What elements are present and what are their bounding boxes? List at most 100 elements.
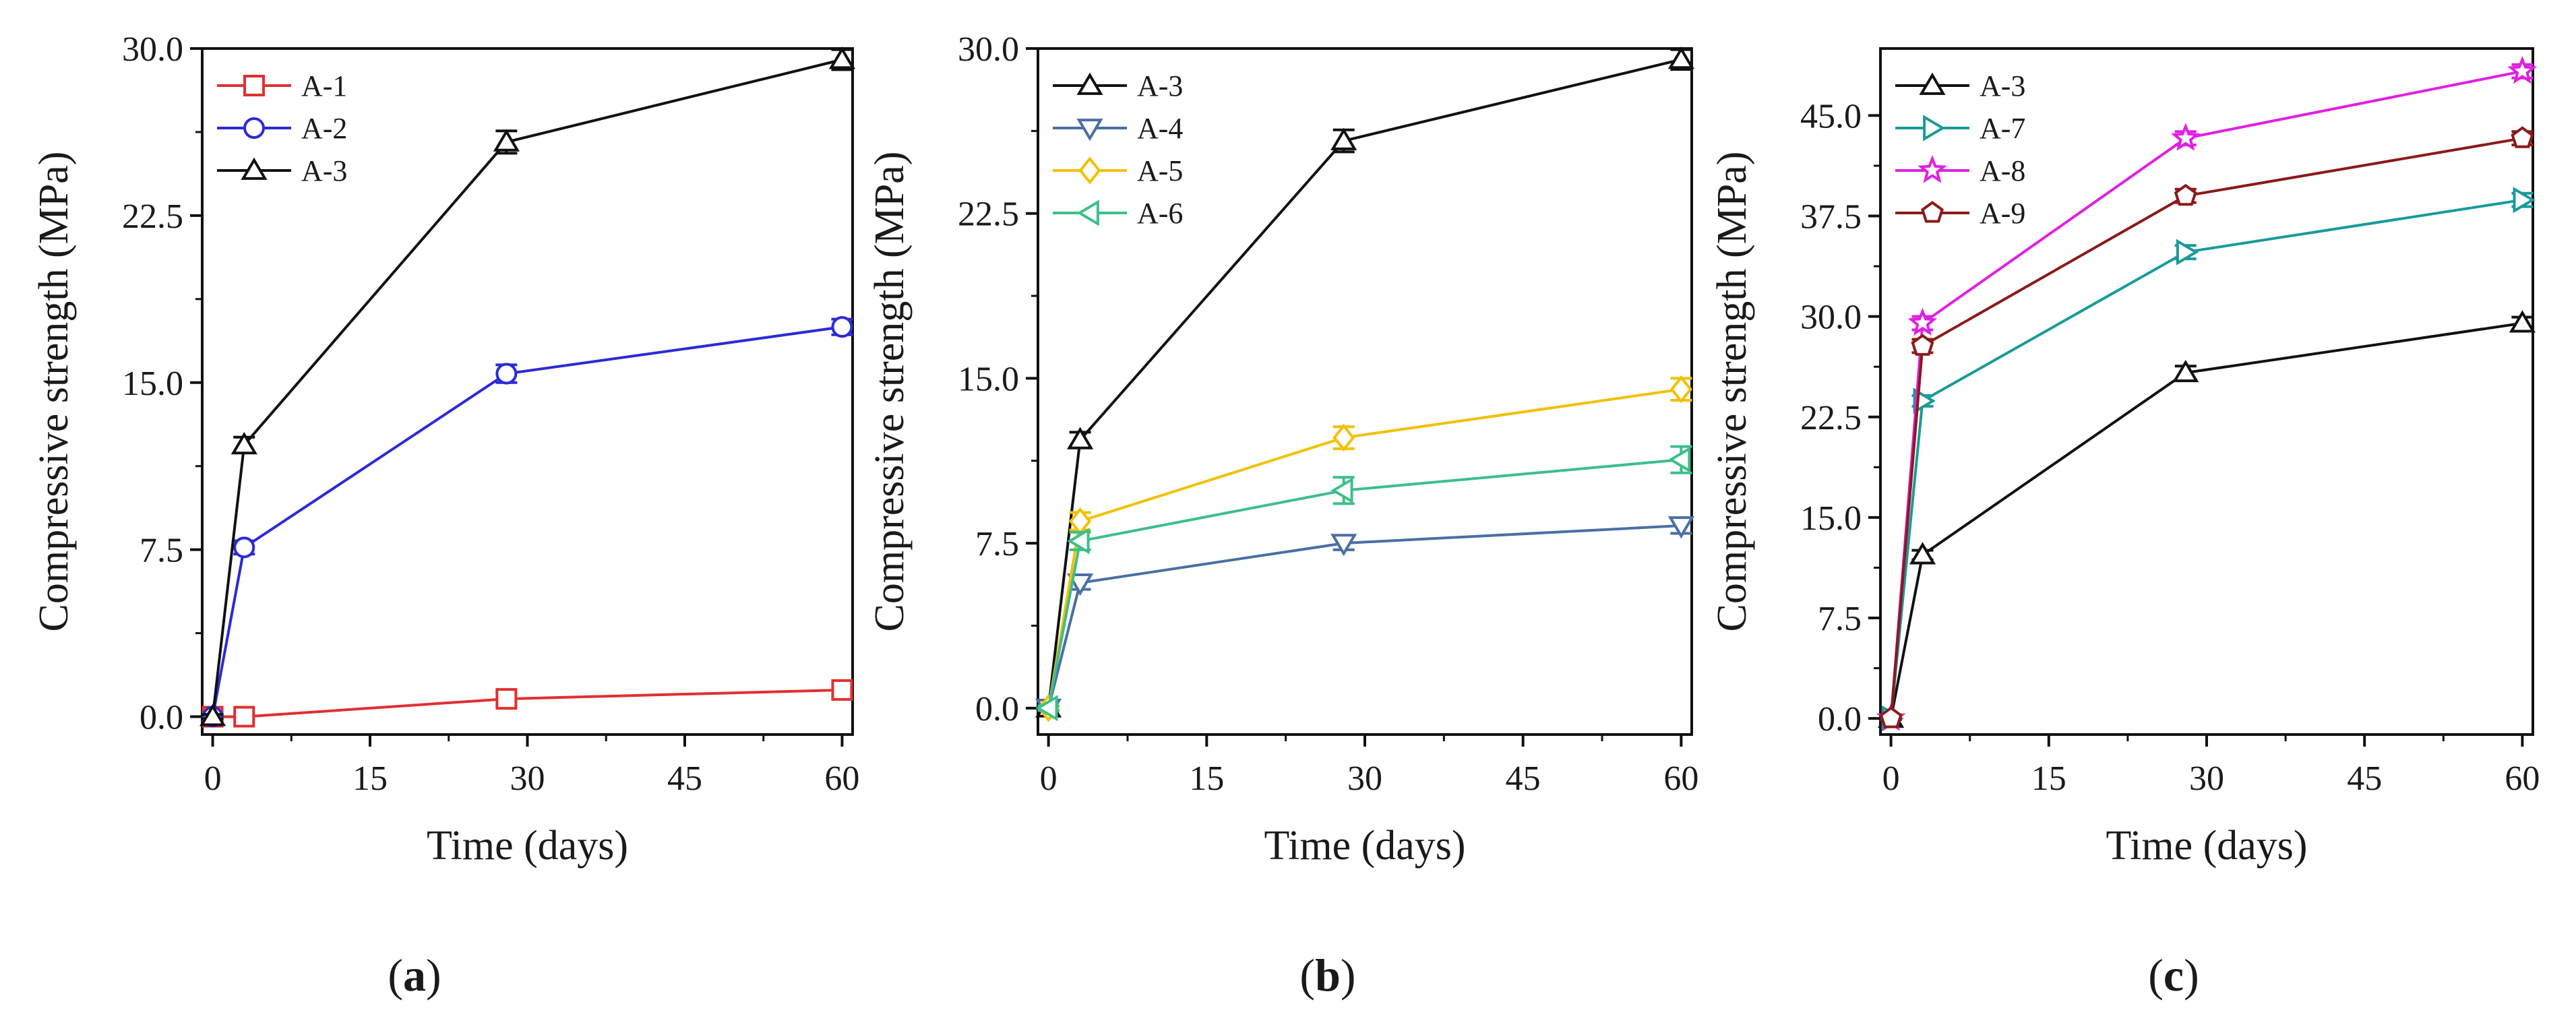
series-a-a-2 [202, 316, 853, 728]
data-point-c-a-9 [2511, 126, 2534, 148]
x-tick-label-a: 15 [352, 759, 388, 798]
y-tick-label-a: 15.0 [122, 365, 183, 403]
panel-caption-a: (a) [388, 949, 441, 1001]
series-line-a-a-3 [211, 58, 842, 717]
data-point-c-a-9 [1911, 334, 1934, 356]
legend-marker-b-a-3 [1076, 72, 1103, 95]
series-line-a-a-1 [212, 688, 842, 718]
y-tick-label-c: 0.0 [1818, 700, 1862, 739]
legend-marker-c-a-7 [1923, 115, 1946, 142]
data-point-a-a-2 [233, 536, 255, 559]
y-tick-label-b: 0.0 [975, 690, 1019, 728]
legend-label-b-a-5: A-5 [1137, 154, 1183, 187]
x-tick-label-a: 0 [204, 759, 222, 798]
y-tick-label-c: 45.0 [1800, 97, 1862, 135]
chart-panel-c: 0 15 30 45 60 0.0 7.5 15.0 22.5 30.0 37.5 45.0 Time … [1709, 47, 2540, 869]
legend-entry-b-a-3: A-3 [1053, 69, 1183, 102]
legend-marker-b-a-5 [1078, 156, 1101, 185]
y-axis-title-c: Compressive strength (MPa) [1709, 152, 1755, 632]
legend-entry-b-a-5: A-5 [1053, 154, 1183, 187]
legend-entry-b-a-4: A-4 [1053, 112, 1183, 145]
x-tick-label-b: 45 [1506, 759, 1541, 798]
legend-entry-c-a-3: A-3 [1895, 69, 2025, 102]
y-tick-label-b: 7.5 [975, 525, 1019, 563]
y-tick-label-b: 30.0 [958, 30, 1019, 69]
y-tick-label-b: 22.5 [958, 195, 1019, 234]
series-line-b-a-3 [1047, 58, 1682, 709]
x-axis-title-a: Time (days) [427, 823, 628, 869]
x-tick-label-b: 15 [1189, 759, 1224, 798]
data-point-c-a-7 [2176, 239, 2199, 266]
x-tick-label-a: 30 [510, 759, 545, 798]
x-tick-label-c: 30 [2189, 759, 2224, 798]
legend-label-a-a-1: A-1 [301, 69, 347, 102]
legend-label-a-a-2: A-2 [301, 112, 347, 145]
series-line-b-a-5 [1047, 387, 1682, 709]
legend-marker-a-a-3 [241, 157, 268, 180]
series-b-a-6 [1035, 445, 1692, 722]
data-point-a-a-3 [231, 431, 257, 455]
legend-entry-c-a-9: A-9 [1895, 197, 2025, 230]
y-tick-label-a: 0.0 [140, 699, 183, 737]
y-axis-title-b: Compressive strength (MPa) [867, 152, 913, 632]
legend-label-a-a-3: A-3 [301, 154, 347, 187]
x-tick-label-c: 0 [1882, 759, 1900, 798]
legend-marker-a-a-2 [243, 117, 265, 139]
data-point-b-a-4 [1066, 573, 1094, 596]
panel-caption-c: (c) [2148, 949, 2199, 1001]
series-c-a-9 [1879, 126, 2534, 728]
y-tick-label-a: 7.5 [140, 532, 183, 570]
data-point-c-a-3 [1909, 542, 1936, 565]
x-tick-label-c: 15 [2031, 759, 2066, 798]
data-point-c-a-3 [2172, 359, 2199, 383]
legend-marker-b-a-6 [1076, 199, 1099, 226]
y-tick-label-c: 37.5 [1800, 198, 1862, 237]
data-point-a-a-3 [493, 129, 520, 152]
data-point-b-a-6 [1035, 695, 1058, 722]
legend-marker-c-a-3 [1919, 72, 1946, 95]
x-tick-label-a: 45 [667, 759, 702, 798]
data-point-b-a-3 [1330, 127, 1357, 150]
legend-entry-a-a-2: A-2 [217, 112, 347, 145]
panel-caption-b: (b) [1299, 949, 1355, 1001]
legend-label-b-a-3: A-3 [1137, 69, 1183, 102]
data-point-b-a-3 [1066, 427, 1094, 449]
data-point-a-a-2 [495, 363, 518, 385]
y-tick-label-c: 15.0 [1800, 499, 1862, 538]
data-point-a-a-1 [233, 706, 255, 728]
series-line-c-a-3 [1889, 321, 2523, 719]
series-line-c-a-9 [1889, 137, 2523, 719]
x-axis-title-c: Time (days) [2106, 823, 2307, 869]
data-point-b-a-5 [1332, 423, 1355, 452]
legend-label-c-a-9: A-9 [1980, 197, 2025, 230]
series-line-b-a-4 [1047, 524, 1682, 709]
legend-entry-a-a-3: A-3 [217, 154, 347, 187]
y-tick-label-c: 7.5 [1818, 600, 1862, 638]
legend-label-c-a-3: A-3 [1980, 69, 2025, 102]
x-tick-label-b: 0 [1040, 759, 1057, 798]
y-axis-title-a: Compressive strength (MPa) [31, 152, 77, 632]
data-point-c-a-8 [2507, 55, 2538, 84]
legend-entry-c-a-8: A-8 [1895, 154, 2025, 187]
data-point-c-a-7 [2513, 187, 2536, 214]
data-point-b-a-6 [1067, 528, 1090, 555]
data-point-b-a-6 [1330, 477, 1353, 504]
data-point-b-a-6 [1668, 446, 1691, 473]
legend-label-c-a-8: A-8 [1980, 154, 2025, 187]
data-point-b-a-4 [1667, 516, 1695, 539]
legend-marker-c-a-9 [1921, 201, 1944, 223]
x-axis-title-b: Time (days) [1264, 823, 1465, 869]
legend-label-c-a-7: A-7 [1980, 112, 2025, 145]
series-c-a-3 [1877, 310, 2536, 728]
legend-marker-b-a-4 [1076, 119, 1103, 142]
x-tick-label-b: 60 [1663, 759, 1698, 798]
series-line-a-a-2 [211, 325, 842, 717]
y-tick-label-a: 22.5 [122, 197, 183, 236]
y-tick-label-a: 30.0 [122, 30, 183, 69]
data-point-c-a-8 [2170, 123, 2201, 151]
y-tick-label-c: 22.5 [1800, 399, 1862, 437]
legend-label-b-a-4: A-4 [1137, 112, 1183, 145]
legend-entry-a-a-1: A-1 [217, 69, 347, 102]
x-tick-label-a: 60 [824, 759, 859, 798]
